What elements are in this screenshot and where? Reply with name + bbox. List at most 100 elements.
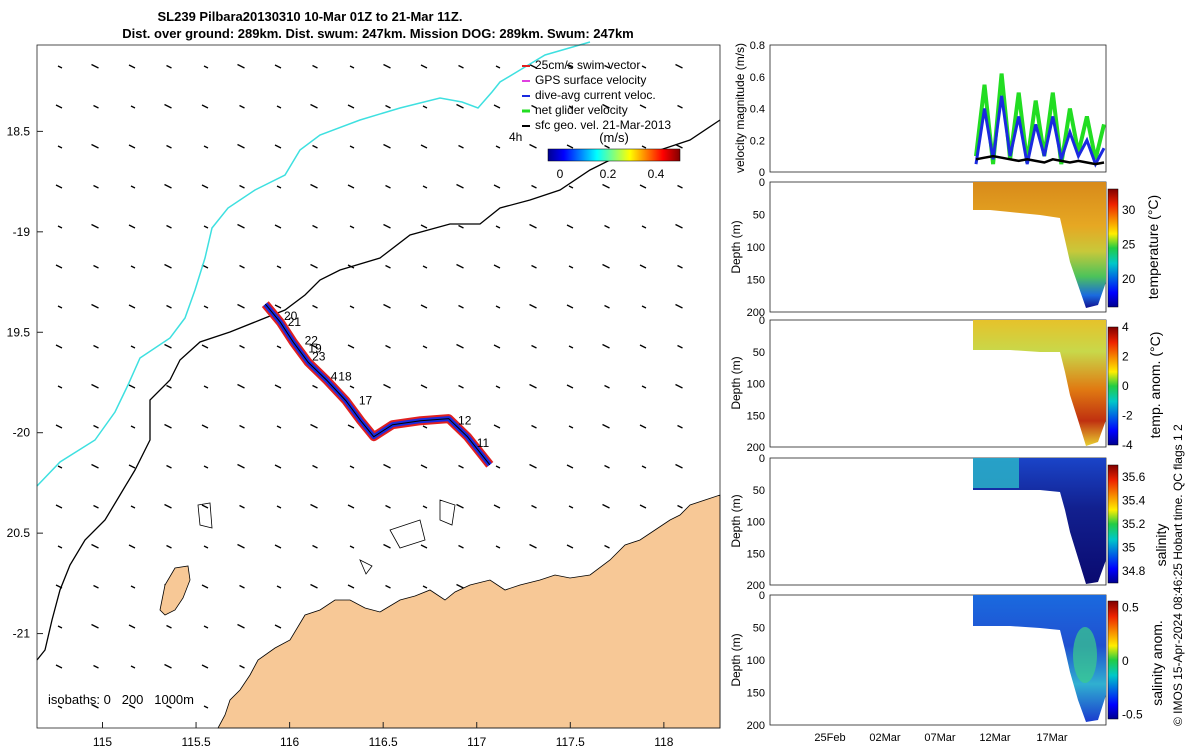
- current-vector: [91, 703, 99, 709]
- current-vector: [203, 225, 209, 229]
- map-y-tick-label: -19: [13, 225, 31, 239]
- current-vector: [420, 384, 428, 389]
- current-vector: [130, 585, 136, 589]
- current-vector: [166, 224, 172, 229]
- depth-tick: 0: [759, 315, 765, 327]
- current-vector: [274, 624, 282, 629]
- temp-anomaly-cbar-label: temp. anom. (°C): [1147, 332, 1163, 439]
- current-vector: [422, 505, 428, 509]
- cbar-tick: 4: [1122, 320, 1129, 334]
- current-vector: [166, 304, 172, 309]
- current-vector: [274, 304, 282, 309]
- current-vector: [458, 304, 464, 309]
- legend-label-net: net glider velocity: [535, 103, 628, 117]
- current-vector: [495, 145, 501, 149]
- current-vector: [566, 224, 574, 229]
- current-vector: [201, 584, 209, 589]
- cbar-tick: 20: [1122, 272, 1136, 286]
- current-vector: [602, 183, 610, 189]
- current-vector: [203, 385, 209, 389]
- current-vector: [91, 223, 99, 229]
- current-vector: [274, 144, 282, 149]
- current-vector: [239, 184, 245, 189]
- current-vector: [237, 463, 245, 469]
- map-y-tick-label: -20: [13, 426, 31, 440]
- salinity-anomaly-cbar-label: salinity anom.: [1149, 620, 1165, 706]
- depth-tick: 150: [747, 275, 765, 287]
- current-vector: [677, 344, 683, 349]
- current-vector: [57, 705, 63, 709]
- depth-tick: 100: [747, 517, 765, 529]
- temp-anomaly-colorbar: [1107, 326, 1119, 446]
- cbar-tick: 35: [1122, 541, 1136, 555]
- legend-label-sfc: sfc geo. vel. 21-Mar-2013: [535, 118, 671, 132]
- current-vector: [383, 63, 391, 69]
- current-vector: [349, 145, 355, 149]
- current-vector: [383, 383, 391, 389]
- temperature-ylabel: Depth (m): [729, 220, 743, 273]
- current-vector: [456, 343, 464, 349]
- temperature-field: [973, 182, 1106, 308]
- current-vector: [55, 184, 63, 189]
- current-vector: [310, 263, 318, 269]
- map-x-tick-label: 115.5: [181, 735, 210, 749]
- current-vector: [677, 504, 683, 509]
- current-vector: [568, 105, 574, 109]
- current-vector: [128, 64, 136, 69]
- current-vector: [420, 224, 428, 229]
- velocity-series: [974, 73, 1106, 168]
- current-vector: [529, 63, 537, 69]
- current-vector: [604, 144, 610, 149]
- time-tick: 12Mar: [979, 732, 1011, 744]
- depth-tick: 50: [753, 210, 765, 222]
- current-vector: [130, 505, 136, 509]
- current-vector: [91, 463, 99, 469]
- current-vector: [310, 583, 318, 589]
- current-vector: [677, 104, 683, 109]
- legend-item-gps: GPS surface velocity: [522, 73, 646, 87]
- current-vector: [276, 345, 282, 349]
- current-vector: [604, 544, 610, 549]
- current-vector: [310, 103, 318, 109]
- current-vector: [641, 65, 647, 69]
- current-vector: [566, 384, 574, 389]
- current-vector: [130, 105, 136, 109]
- depth-tick: 100: [747, 242, 765, 254]
- depth-tick: 200: [747, 307, 765, 319]
- current-vector: [276, 585, 282, 589]
- depth-tick: 150: [747, 548, 765, 560]
- current-vector: [166, 464, 172, 469]
- cbar-tick: -2: [1122, 409, 1133, 423]
- cbar-tick: -4: [1122, 438, 1133, 452]
- current-vector: [274, 384, 282, 389]
- current-vector: [166, 144, 172, 149]
- day-label: 12: [458, 414, 472, 428]
- legend-label-swim: 25cm/s swim vector: [535, 58, 640, 72]
- velocity-ylabel: velocity magnitude (m/s): [733, 43, 747, 173]
- salinity-high-patch: [973, 458, 1019, 488]
- land-coast: [217, 494, 721, 729]
- current-vector: [456, 583, 464, 589]
- current-vector: [93, 504, 99, 509]
- salinity-cbar-label: salinity: [1153, 524, 1169, 567]
- velocity-y-tick: 0: [759, 167, 765, 179]
- current-vector: [383, 143, 391, 149]
- map-x-tick-label: 116.5: [369, 735, 398, 749]
- coastal-islands: [197, 499, 456, 575]
- current-vector: [237, 543, 245, 549]
- salinity-colorbar: [1107, 464, 1119, 584]
- current-vector: [239, 504, 245, 509]
- current-vector: [383, 303, 391, 309]
- depth-tick: 0: [759, 453, 765, 465]
- current-vector: [347, 584, 355, 589]
- day-label: 17: [359, 394, 373, 408]
- current-vector: [639, 104, 647, 109]
- current-vector: [458, 464, 464, 469]
- current-vector: [203, 545, 209, 549]
- current-vector: [201, 184, 209, 189]
- title-line-1: SL239 Pilbara20130310 10-Mar 01Z to 21-M…: [158, 9, 463, 24]
- current-vector: [166, 624, 172, 629]
- current-vector: [166, 704, 172, 709]
- current-vector: [312, 544, 318, 549]
- current-vector: [566, 544, 574, 549]
